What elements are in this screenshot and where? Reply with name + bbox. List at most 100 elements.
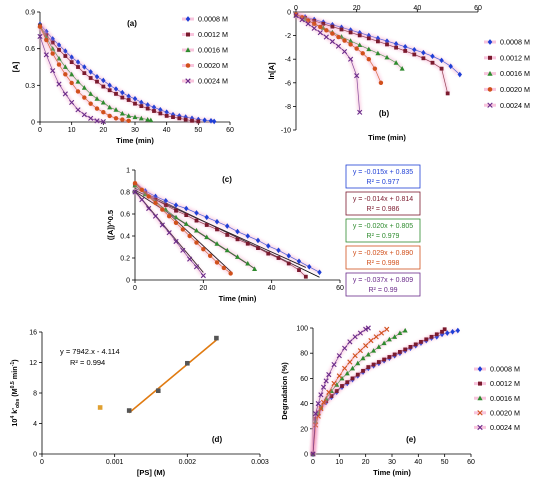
fit-equation: y = -0.020x + 0.805	[353, 223, 413, 230]
data-point	[69, 54, 74, 61]
data-point	[296, 258, 302, 265]
data-point	[320, 384, 327, 390]
y-tick-label: 0.2	[120, 256, 130, 263]
legend-label: 0.0024 M	[500, 101, 530, 110]
data-point	[214, 260, 220, 265]
data-point	[355, 372, 360, 377]
data-point	[378, 80, 384, 86]
data-point	[320, 399, 327, 405]
data-point	[56, 62, 62, 67]
data-point	[153, 200, 158, 206]
data-point	[75, 107, 81, 113]
data-point	[200, 273, 206, 279]
data-point	[398, 350, 402, 354]
data-point	[101, 84, 106, 89]
data-point	[81, 85, 87, 90]
data-point	[373, 334, 379, 340]
fit-equation-box	[345, 191, 421, 216]
data-point	[366, 46, 372, 52]
y-tick-label: -10	[281, 128, 291, 135]
data-point	[385, 42, 389, 47]
panel-b: 0 -2 -4 -6 -8 -10 0 20 40 60 Time (min) ln[A] (b) 0.0…	[267, 5, 530, 142]
x-tick-label: 0.002	[179, 459, 197, 466]
data-point	[297, 268, 301, 272]
data-point	[50, 51, 55, 56]
data-point	[403, 44, 408, 50]
data-point	[177, 116, 182, 121]
data-point	[132, 181, 138, 186]
data-point	[185, 78, 191, 84]
series-0-0008-M	[132, 181, 322, 276]
data-point	[329, 394, 334, 398]
data-point	[214, 241, 220, 246]
panel-label: (e)	[406, 435, 416, 444]
fit-equation: y = -0.014x + 0.814	[353, 196, 413, 203]
data-point	[126, 118, 131, 123]
series-0-0020-M	[132, 181, 233, 276]
data-point	[365, 351, 371, 357]
data-point	[44, 37, 49, 43]
data-point	[139, 104, 144, 109]
data-point	[107, 82, 112, 89]
panel-e: 0 20 40 60 80 100 0 10 20 30 40 50 60 Time (min) Degra…	[280, 325, 520, 477]
series-0-0016-M	[37, 22, 154, 123]
data-point	[119, 110, 125, 116]
data-point	[166, 230, 172, 236]
y-tick-label: -2	[285, 33, 291, 40]
series-0-0020-M	[37, 24, 131, 123]
legend-label: 0.0020 M	[198, 61, 228, 70]
data-point	[330, 31, 335, 36]
data-point	[133, 101, 137, 106]
legend-label: 0.0016 M	[198, 46, 228, 55]
x-tick-label: 40	[413, 5, 421, 12]
data-point	[164, 109, 169, 116]
y-tick-label: 0.4	[120, 234, 130, 241]
data-point	[76, 65, 80, 69]
data-point	[371, 348, 377, 353]
data-point	[204, 234, 210, 240]
y-tick-label: 8	[33, 391, 37, 398]
data-point	[180, 247, 186, 253]
y-tick-label: 0	[304, 452, 308, 459]
data-point	[120, 89, 125, 96]
series-data	[97, 335, 219, 414]
data-point	[82, 64, 87, 70]
data-point	[113, 86, 119, 92]
fit-r2: R² = 0.994	[70, 358, 105, 367]
data-point	[153, 193, 158, 200]
x-axis-title: Time (min)	[368, 133, 406, 142]
data-point	[152, 213, 159, 219]
x-tick-label: 0	[38, 127, 42, 134]
data-point	[184, 213, 189, 217]
data-point	[196, 119, 201, 124]
data-point	[488, 55, 492, 60]
data-point	[37, 33, 43, 40]
y-tick-label: 40	[300, 401, 308, 408]
data-point	[450, 328, 455, 335]
data-point	[354, 73, 360, 79]
fit-equation-box	[345, 245, 421, 270]
data-point	[350, 376, 355, 381]
data-point	[478, 381, 482, 386]
data-point	[421, 56, 426, 61]
panel-label: (d)	[212, 435, 223, 444]
data-point	[126, 93, 131, 100]
x-tick-label: 60	[474, 5, 482, 12]
data-point	[266, 251, 271, 256]
data-point	[148, 117, 154, 123]
data-point	[393, 60, 399, 65]
data-point	[114, 91, 118, 96]
x-tick-label: 0	[311, 459, 315, 466]
data-point	[88, 115, 94, 121]
data-point	[152, 109, 156, 113]
x-tick-label: 10	[68, 127, 76, 134]
data-point	[348, 42, 353, 47]
data-point	[173, 220, 179, 225]
data-point	[341, 48, 348, 55]
data-point	[69, 71, 75, 77]
data-point	[363, 343, 369, 349]
data-point	[276, 247, 281, 254]
data-point	[214, 335, 219, 341]
panel-label: (a)	[127, 19, 137, 28]
